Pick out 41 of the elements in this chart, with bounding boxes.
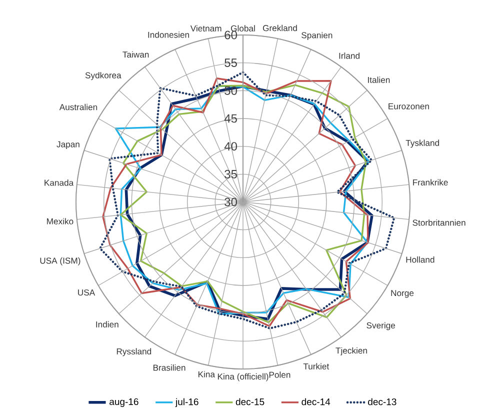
spoke-label: Kina (198, 371, 215, 378)
spoke-label: Mexiko (47, 218, 74, 224)
y-tick-label: 45 (224, 114, 237, 123)
spoke-label: Holland (406, 256, 434, 263)
spoke-label: Grekland (262, 24, 297, 32)
spoke-label: Frankrike (413, 179, 448, 186)
spoke-label: Eurozonen (388, 103, 429, 110)
spoke-label: Turkiet (303, 363, 330, 370)
spoke-label: Taiwan (122, 51, 149, 58)
spoke-label: Australien (59, 104, 98, 110)
y-tick-label: 40 (224, 142, 238, 151)
y-tick-label: 60 (224, 30, 238, 40)
spoke-label: Kina (officiell) (218, 373, 268, 382)
spoke-label: Storbritannien (412, 219, 466, 226)
spoke-label: Tyskland (406, 140, 439, 148)
spoke-label: Spanien (302, 32, 332, 40)
spoke-label: Indonesien (148, 32, 189, 38)
y-tick-label: 30 (224, 198, 238, 206)
legend-label: aug-16 (110, 398, 138, 407)
spoke-label: Kanada (44, 179, 74, 186)
spoke-label: Brasilien (153, 364, 186, 371)
spoke-label: Polen (269, 372, 290, 378)
spoke-label: Tjeckien (336, 347, 367, 356)
spoke-label: Norge (391, 290, 414, 298)
legend-label: dec-13 (368, 398, 396, 406)
spoke-label: Indien (96, 321, 118, 328)
spoke-label: USA (ISM) (40, 257, 80, 266)
spoke-label: Global (231, 25, 255, 32)
legend-label: dec-15 (236, 398, 264, 406)
y-tick-label: 55 (224, 58, 237, 68)
y-tick-label: 35 (224, 170, 237, 178)
spoke-label: Italien (368, 76, 390, 83)
spoke-label: Vietnam (190, 25, 222, 32)
legend-label: jul-16 (175, 398, 198, 408)
spoke-label: Sverige (366, 322, 396, 330)
spoke-label: USA (78, 289, 96, 296)
spoke-label: Ryssland (116, 348, 152, 356)
spoke-label: Japan (56, 141, 80, 150)
spoke-label: Irland (339, 52, 360, 59)
spoke-label: Sydkorea (85, 72, 122, 80)
legend-label: dec-14 (302, 398, 330, 406)
